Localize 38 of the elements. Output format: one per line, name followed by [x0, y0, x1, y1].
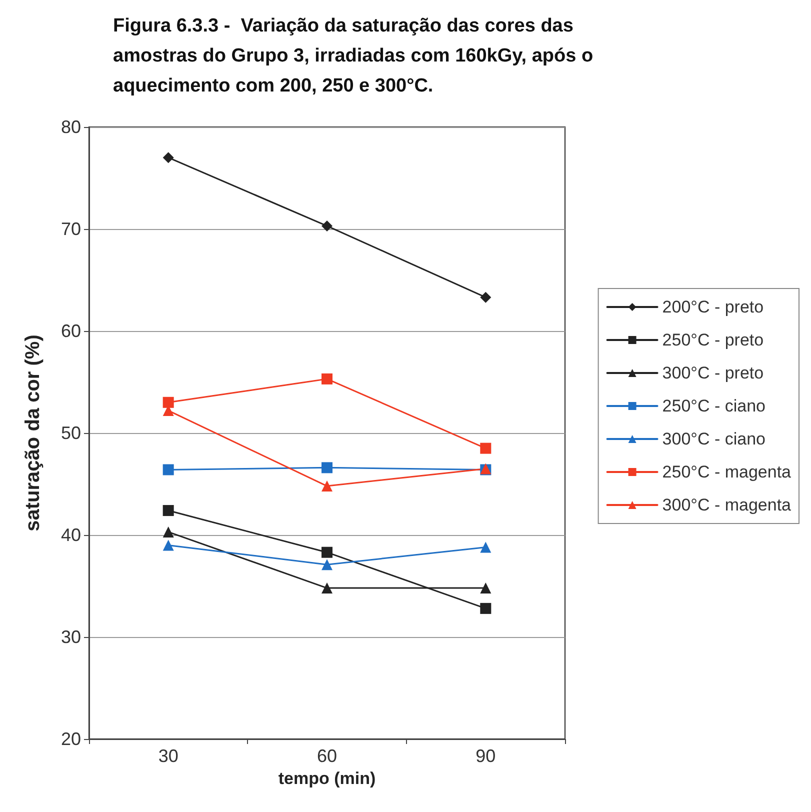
x-tick-label: 90: [476, 746, 496, 766]
chart-title: Figura 6.3.3 - Variação da saturação das cores das amostras do Grupo 3, irradiadas com 160kGy, após o aquecimento com 200, 250 e 300°C.: [113, 16, 598, 96]
point: [162, 464, 174, 476]
x-axis-title: tempo (min): [278, 768, 376, 788]
point: [162, 152, 174, 164]
legend-label: 300°C - magenta: [662, 496, 792, 514]
point: [480, 542, 492, 553]
x-tick-label: 30: [158, 746, 178, 766]
y-tick-label: 60: [60, 321, 81, 341]
point: [322, 582, 332, 594]
point: [162, 540, 174, 551]
point: [322, 220, 332, 232]
point: [162, 526, 174, 538]
legend-label: 300°C - preto: [662, 364, 764, 382]
point: [480, 292, 492, 303]
y-tick-label: 20: [60, 729, 81, 749]
point: [322, 480, 332, 492]
point: [322, 373, 332, 384]
point: [162, 396, 174, 408]
point: [322, 546, 332, 558]
legend-label: 250°C - ciano: [662, 396, 766, 416]
y-tick-label: 80: [60, 117, 81, 137]
y-axis-title: saturação da cor (%): [22, 334, 44, 532]
y-tick-label: 40: [60, 525, 81, 545]
legend-label: 250°C - preto: [662, 330, 764, 350]
point: [480, 442, 492, 454]
point: [480, 602, 492, 614]
legend-label: 200°C - preto: [662, 298, 764, 316]
x-tick-label: 60: [316, 746, 338, 766]
point: [162, 505, 174, 516]
point: [322, 559, 332, 570]
legend-label: 300°C - ciano: [662, 430, 766, 448]
point: [322, 462, 332, 474]
y-tick-label: 30: [60, 627, 81, 647]
point: [480, 582, 492, 594]
y-tick-label: 50: [60, 423, 81, 443]
legend-label: 250°C - magenta: [662, 462, 792, 482]
y-tick-label: 70: [60, 219, 81, 239]
